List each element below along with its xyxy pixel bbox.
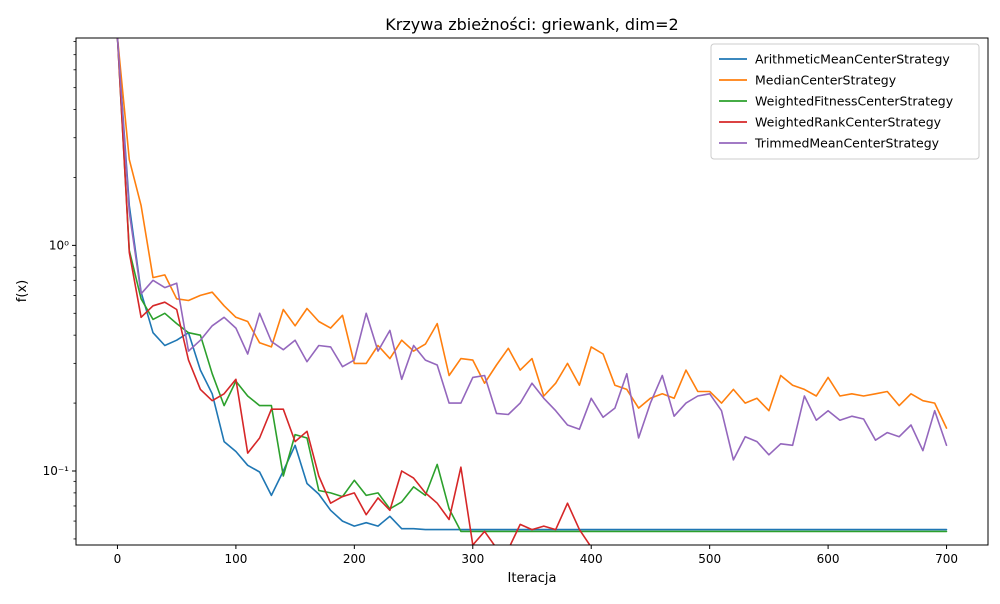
axes: 0 100 200 300 400 500 600 700 10⁻¹ 10⁰ — [43, 37, 989, 566]
legend-label: WeightedRankCenterStrategy — [755, 115, 942, 130]
x-tick-label: 400 — [580, 552, 603, 566]
legend: ArithmeticMeanCenterStrategy MedianCenter… — [710, 43, 980, 160]
x-tick-label: 100 — [224, 552, 247, 566]
legend-box — [710, 43, 980, 160]
legend-label: TrimmedMeanCenterStrategy — [754, 136, 940, 151]
x-tick-label: 0 — [114, 552, 122, 566]
legend-label: WeightedFitnessCenterStrategy — [755, 94, 954, 109]
y-tick-label: 10⁰ — [49, 238, 69, 252]
x-tick-label: 700 — [935, 552, 958, 566]
legend-label: ArithmeticMeanCenterStrategy — [755, 52, 950, 67]
legend-label: MedianCenterStrategy — [755, 73, 897, 88]
y-axis-label: f(x) — [15, 280, 30, 302]
y-tick-label: 10⁻¹ — [43, 464, 70, 478]
x-tick-label: 300 — [461, 552, 484, 566]
series-line-2 — [116, 38, 948, 429]
series-line-5 — [116, 38, 948, 461]
x-tick-label: 600 — [817, 552, 840, 566]
plot-frame — [75, 37, 989, 546]
x-tick-label: 200 — [343, 552, 366, 566]
series-lines — [116, 38, 948, 545]
chart-title: Krzywa zbieżności: griewank, dim=2 — [385, 15, 678, 34]
x-tick-label: 500 — [698, 552, 721, 566]
series-line-4 — [116, 38, 591, 545]
series-line-3 — [116, 38, 948, 533]
x-axis-label: Iteracja — [508, 571, 557, 586]
